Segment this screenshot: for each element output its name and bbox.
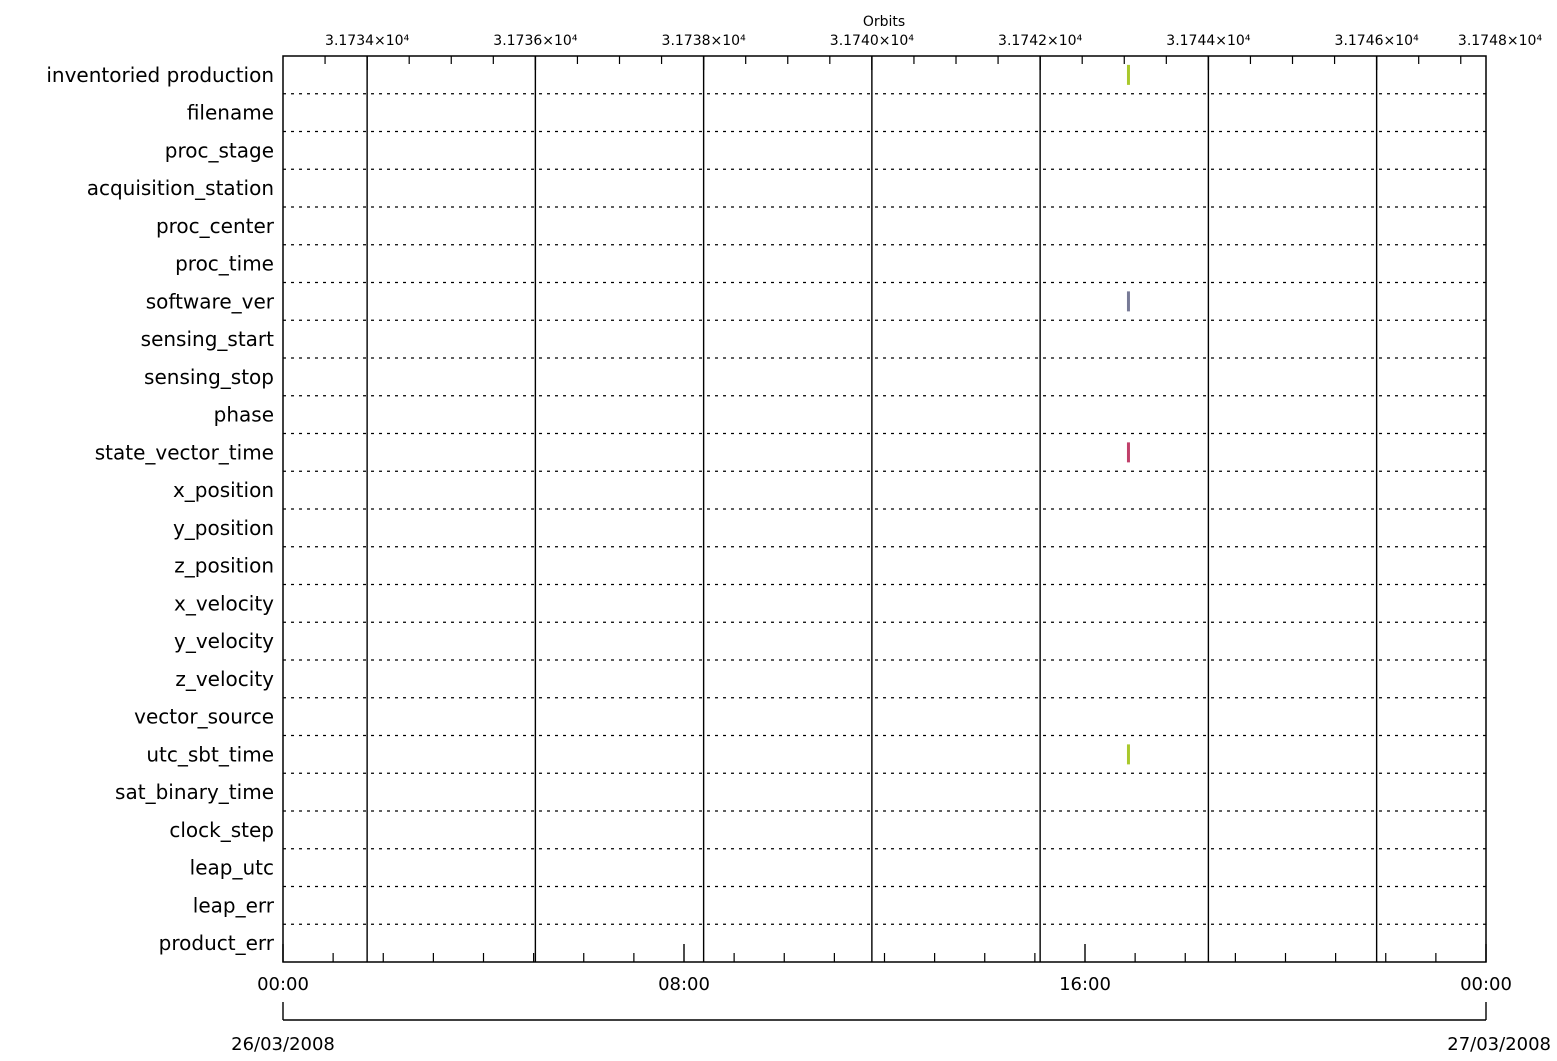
row-label: utc_sbt_time: [146, 742, 274, 766]
row-label: sensing_start: [141, 327, 274, 351]
row-label: leap_err: [193, 893, 275, 917]
row-label: product_err: [159, 931, 275, 955]
row-label: proc_center: [156, 214, 275, 238]
row-label: software_ver: [146, 289, 275, 313]
end-date-label: 27/03/2008: [1447, 1034, 1551, 1055]
row-label: z_velocity: [175, 667, 274, 691]
row-label: phase: [214, 403, 274, 427]
row-label: sensing_stop: [144, 365, 274, 389]
row-label: y_velocity: [174, 629, 274, 653]
top-tick-label: 3.1742×10⁴: [998, 33, 1083, 49]
start-date-label: 26/03/2008: [231, 1034, 335, 1055]
chart-title: Orbits: [863, 14, 905, 30]
row-label: proc_stage: [165, 138, 274, 162]
row-label: state_vector_time: [95, 440, 274, 464]
row-label: proc_time: [175, 252, 274, 276]
bottom-tick-label: 16:00: [1059, 974, 1111, 995]
row-label: z_position: [174, 554, 274, 578]
row-label: y_position: [173, 516, 274, 540]
bottom-tick-label: 00:00: [257, 974, 309, 995]
bottom-tick-label: 00:00: [1460, 974, 1512, 995]
top-tick-label: 3.1744×10⁴: [1166, 33, 1251, 49]
top-tick-label: 3.1748×10⁴: [1458, 33, 1543, 49]
row-label: x_velocity: [174, 591, 274, 615]
row-label: acquisition_station: [87, 176, 274, 200]
top-tick-label: 3.1740×10⁴: [830, 33, 915, 49]
row-labels: inventoried production filename proc_stage…: [46, 63, 274, 955]
top-tick-label: 3.1746×10⁴: [1335, 33, 1420, 49]
row-label: inventoried production: [46, 63, 274, 87]
top-tick-label: 3.1736×10⁴: [493, 33, 578, 49]
row-label: leap_utc: [190, 856, 274, 880]
grid: [283, 56, 1486, 962]
bottom-axis: 00:00 08:00 16:00 00:00 26/03/2008 27/03/2008: [231, 944, 1551, 1055]
row-label: clock_step: [169, 818, 274, 842]
top-tick-label: 3.1738×10⁴: [662, 33, 747, 49]
top-axis: 3.1734×10⁴ 3.1736×10⁴ 3.1738×10⁴ 3.1740×10⁴…: [324, 33, 1543, 70]
top-tick-label: 3.1734×10⁴: [325, 33, 410, 49]
row-label: filename: [187, 101, 274, 125]
row-label: sat_binary_time: [115, 780, 274, 804]
bottom-tick-label: 08:00: [658, 974, 710, 995]
row-label: x_position: [173, 478, 274, 502]
row-label: vector_source: [134, 705, 274, 729]
